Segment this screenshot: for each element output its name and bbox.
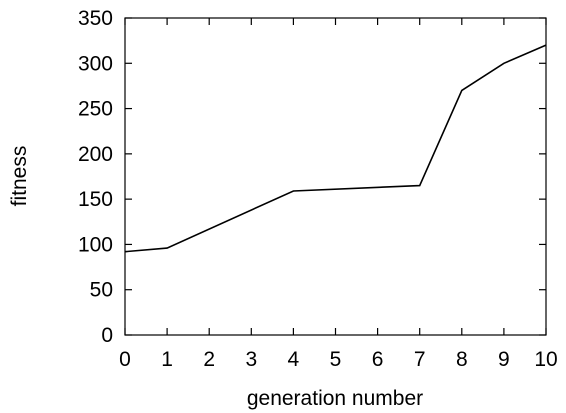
x-tick-label: 7 [414,348,426,371]
x-tick-label: 1 [161,348,173,371]
x-tick-label: 0 [119,348,131,371]
y-tick-label: 50 [90,279,113,302]
x-axis-label: generation number [247,387,423,410]
x-tick-label: 5 [330,348,342,371]
y-tick-label: 200 [78,143,113,166]
series-group [124,44,547,253]
y-tick-label: 150 [78,188,113,211]
plot-frame [124,17,547,336]
y-tick-label: 250 [78,98,113,121]
x-tick-label: 6 [372,348,384,371]
tick-marks [124,17,547,336]
series-line [124,44,547,253]
y-axis-label: fitness [8,146,31,207]
x-tick-label: 9 [498,348,510,371]
x-tick-label: 10 [534,348,557,371]
x-tick-label: 8 [456,348,468,371]
y-tick-label: 300 [78,52,113,75]
x-tick-labels: 0 1 2 3 4 5 6 7 8 9 10 [119,348,558,371]
x-tick-label: 2 [203,348,215,371]
x-tick-label: 3 [245,348,257,371]
y-tick-label: 100 [78,233,113,256]
y-tick-label: 0 [101,324,113,347]
y-tick-labels: 0 50 100 150 200 250 300 350 [78,7,113,347]
x-tick-label: 4 [288,348,300,371]
y-tick-label: 350 [78,7,113,30]
